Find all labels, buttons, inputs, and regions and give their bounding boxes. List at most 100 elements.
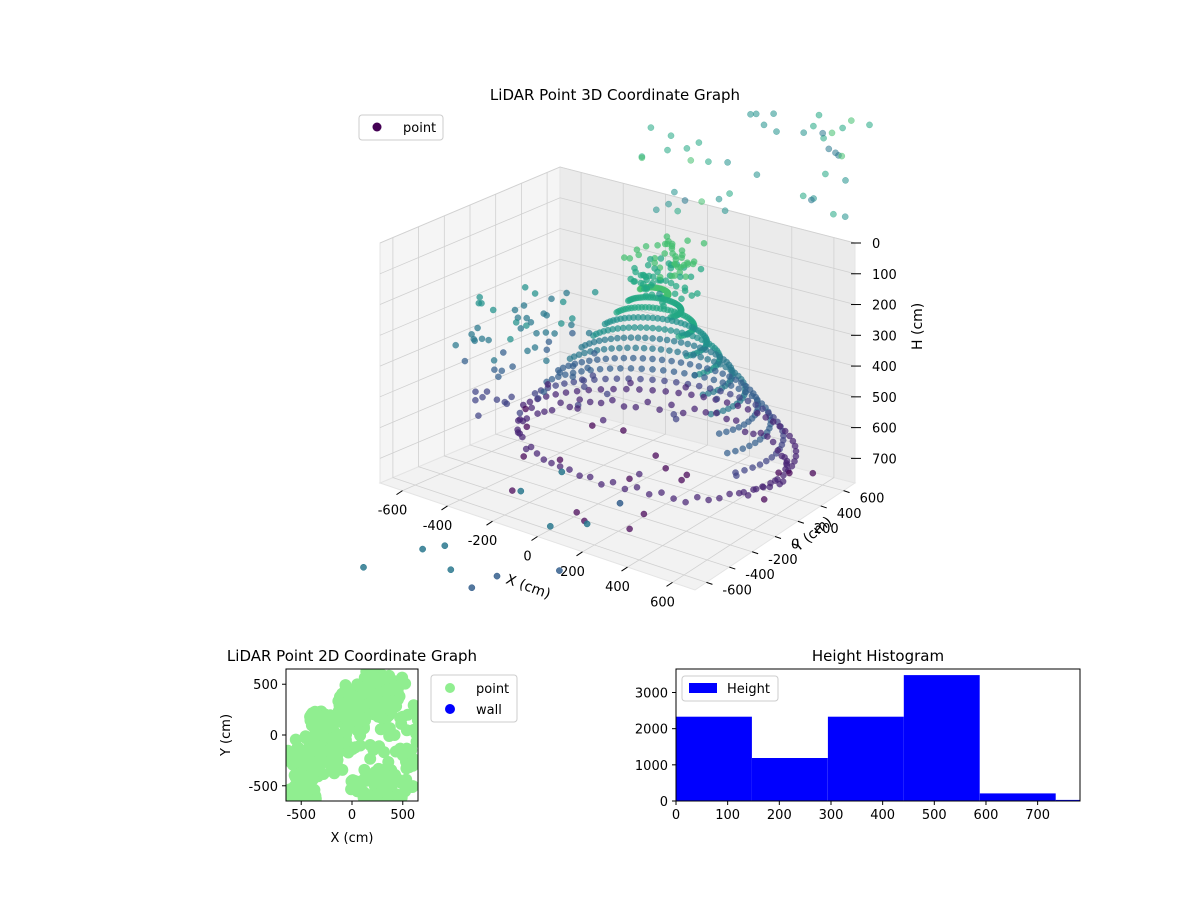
- point-3d: [762, 414, 770, 421]
- point-3d: [520, 302, 528, 309]
- point-3d: [658, 356, 666, 364]
- point-3d: [773, 128, 780, 135]
- point-3d: [779, 478, 787, 485]
- point-2d: [305, 711, 318, 724]
- point-3d: [468, 584, 476, 592]
- point-3d: [723, 428, 730, 436]
- point-3d: [756, 461, 764, 468]
- chart-2d-title: LiDAR Point 2D Coordinate Graph: [227, 647, 477, 665]
- point-3d: [651, 259, 659, 267]
- point-3d: [776, 422, 784, 430]
- point-3d: [533, 450, 541, 457]
- point-3d: [573, 508, 581, 516]
- point-3d: [544, 381, 552, 388]
- point-3d: [558, 468, 566, 476]
- y-tick-3d: [774, 536, 782, 539]
- point-3d: [691, 405, 698, 413]
- point-3d: [586, 473, 594, 481]
- y-tick-label-2d: 500: [253, 678, 278, 693]
- point-3d: [682, 383, 690, 391]
- point-3d: [585, 357, 593, 365]
- point-2d: [309, 793, 322, 801]
- point-3d: [472, 388, 479, 396]
- point-3d: [596, 365, 604, 373]
- point-3d: [566, 466, 573, 473]
- point-3d: [706, 385, 714, 392]
- point-3d: [519, 433, 526, 441]
- chart-2d-legend: point wall: [430, 674, 518, 723]
- point-3d: [633, 483, 641, 491]
- point-3d: [632, 403, 640, 411]
- point-3d: [732, 417, 740, 424]
- point-3d: [735, 423, 743, 431]
- histogram-y-tick-label: 2000: [635, 723, 668, 738]
- point-3d: [527, 318, 535, 326]
- histogram-title: Height Histogram: [812, 647, 944, 665]
- point-3d: [667, 132, 675, 140]
- point-3d: [832, 149, 839, 157]
- x-tick-label-3d: 0: [523, 550, 531, 565]
- point-3d: [649, 355, 656, 363]
- point-3d: [670, 495, 677, 502]
- point-2d: [351, 724, 364, 737]
- point-3d: [700, 393, 708, 401]
- point-3d: [690, 258, 698, 265]
- point-2d: [400, 724, 413, 737]
- grid-x-line: [582, 215, 750, 553]
- point-3d: [620, 403, 628, 410]
- point-2d: [309, 739, 322, 752]
- point-3d: [616, 499, 624, 507]
- point-3d: [800, 129, 808, 137]
- histogram-bar: [903, 675, 980, 801]
- point-3d: [533, 329, 540, 337]
- point-3d: [523, 314, 531, 322]
- point-3d: [661, 326, 669, 333]
- histogram-y-tick-label: 0: [660, 795, 668, 810]
- point-3d: [639, 355, 647, 362]
- point-3d: [667, 279, 675, 287]
- point-3d: [808, 196, 815, 204]
- point-3d: [757, 429, 765, 437]
- y-tick-label-3d: -200: [768, 553, 798, 568]
- point-3d: [742, 388, 750, 396]
- point-2d: [388, 729, 401, 741]
- point-3d: [507, 335, 514, 343]
- point-3d: [674, 207, 682, 215]
- point-3d: [636, 386, 643, 393]
- point-3d: [474, 324, 481, 332]
- point-3d: [723, 415, 730, 423]
- point-3d: [652, 452, 660, 459]
- point-2d: [394, 711, 407, 724]
- point-3d: [614, 334, 621, 342]
- point-2d: [367, 670, 380, 682]
- point-3d: [662, 464, 670, 472]
- point-3d: [508, 487, 516, 494]
- histogram-bar: [676, 716, 752, 801]
- point-3d: [733, 472, 740, 480]
- y-tick-3d: [706, 581, 713, 585]
- point-3d: [697, 353, 705, 361]
- point-3d: [819, 129, 827, 137]
- point-2d: [403, 781, 416, 794]
- point-3d: [490, 357, 498, 364]
- point-3d: [659, 367, 667, 374]
- point-2d: [381, 694, 394, 707]
- point-3d: [569, 373, 577, 381]
- histogram-legend-swatch: [689, 683, 717, 693]
- x-tick-3d: [666, 581, 673, 587]
- x-tick-3d: [441, 505, 448, 511]
- point-3d: [597, 399, 605, 407]
- point-3d: [585, 329, 593, 337]
- point-3d: [752, 401, 760, 409]
- point-3d: [609, 396, 616, 404]
- point-3d: [789, 437, 797, 445]
- point-3d: [662, 388, 670, 395]
- point-3d: [606, 365, 614, 372]
- point-2d: [332, 695, 345, 708]
- point-3d: [643, 284, 650, 292]
- point-3d: [637, 375, 644, 383]
- point-3d: [557, 399, 564, 407]
- point-3d: [664, 146, 671, 154]
- point-2d: [400, 744, 413, 757]
- point-3d: [649, 345, 656, 353]
